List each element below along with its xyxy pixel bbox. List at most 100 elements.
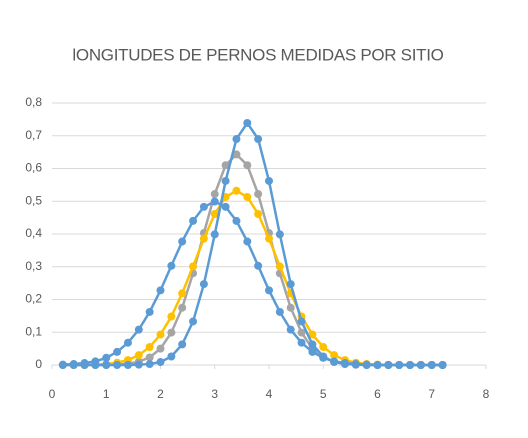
data-point: [80, 361, 89, 369]
data-point: [156, 358, 165, 367]
y-tick-label: 0,8: [25, 95, 42, 109]
data-point: [134, 351, 143, 360]
data-point: [438, 361, 447, 369]
data-point: [254, 190, 263, 199]
data-point: [243, 161, 252, 170]
data-point: [308, 330, 317, 339]
data-point: [243, 237, 252, 246]
data-point: [221, 161, 230, 170]
data-point: [265, 234, 273, 243]
data-point: [210, 210, 219, 219]
data-point: [123, 361, 132, 369]
data-point: [232, 135, 241, 144]
data-point: [210, 197, 219, 206]
data-point: [178, 340, 187, 349]
data-point: [275, 230, 284, 239]
y-tick-label: 0,7: [25, 128, 42, 142]
x-tick-label: 0: [49, 387, 56, 401]
data-point: [243, 118, 252, 127]
data-point: [232, 150, 241, 159]
y-tick-label: 0,6: [25, 161, 42, 175]
data-point: [145, 307, 154, 316]
data-point: [406, 361, 415, 369]
x-tick-label: 3: [211, 387, 218, 401]
x-tick-label: 8: [483, 387, 490, 401]
y-tick-label: 0,3: [25, 259, 42, 273]
x-tick-label: 7: [428, 387, 435, 401]
data-point: [210, 190, 219, 199]
data-point: [319, 342, 328, 351]
data-point: [189, 216, 198, 225]
data-point: [178, 303, 187, 312]
x-tick-label: 5: [320, 387, 327, 401]
x-tick-label: 1: [103, 387, 110, 401]
data-point: [134, 360, 143, 369]
data-point: [395, 361, 404, 369]
series-line: [62, 200, 443, 367]
data-point: [351, 360, 360, 369]
data-point: [210, 230, 219, 239]
data-point: [91, 361, 100, 369]
data-point: [254, 210, 263, 219]
data-point: [330, 351, 339, 360]
data-point: [113, 347, 122, 356]
data-point: [232, 216, 241, 225]
data-point: [243, 192, 252, 201]
y-tick-label: 0,2: [25, 292, 42, 306]
x-tick-label: 2: [157, 387, 164, 401]
data-point: [340, 360, 349, 369]
data-point: [156, 344, 165, 353]
data-point: [145, 342, 154, 351]
data-point: [199, 280, 208, 289]
data-point: [167, 328, 176, 337]
y-tick-label: 0: [35, 357, 42, 371]
chart-title: lONGITUDES DE PERNOS MEDIDAS POR SITIO: [72, 45, 443, 64]
data-point: [297, 328, 306, 337]
data-point: [156, 330, 165, 339]
data-point: [275, 262, 284, 271]
y-tick-label: 0,1: [25, 324, 42, 338]
data-point: [221, 202, 230, 211]
data-point: [297, 338, 306, 347]
series-line: [62, 189, 443, 367]
series-line: [62, 152, 443, 367]
data-point: [373, 361, 382, 369]
data-point: [362, 361, 371, 369]
data-point: [275, 307, 284, 316]
data-point: [145, 353, 154, 362]
data-point: [319, 352, 328, 361]
data-point: [189, 317, 198, 326]
series-line: [62, 120, 443, 367]
data-point: [308, 340, 317, 349]
data-point: [254, 261, 263, 270]
data-point: [416, 361, 425, 369]
data-point: [297, 317, 306, 326]
y-tick-label: 0,4: [25, 226, 42, 240]
data-point: [254, 135, 263, 144]
data-point: [134, 325, 143, 334]
data-point: [102, 353, 111, 362]
x-tick-label: 6: [374, 387, 381, 401]
data-point: [427, 361, 436, 369]
data-point: [232, 186, 241, 195]
data-point: [123, 338, 132, 347]
data-point: [330, 358, 339, 367]
data-point: [265, 176, 273, 185]
data-point: [167, 352, 176, 361]
data-point: [286, 280, 295, 289]
data-point: [199, 234, 208, 243]
data-point: [69, 361, 78, 369]
x-tick-label: 4: [266, 387, 273, 401]
data-point: [145, 360, 154, 369]
data-point: [156, 286, 165, 295]
data-point: [265, 286, 273, 295]
data-point: [178, 289, 187, 298]
data-point: [384, 361, 393, 369]
data-point: [167, 261, 176, 270]
data-point: [308, 347, 317, 356]
data-point: [102, 361, 111, 369]
y-tick-label: 0,5: [25, 193, 42, 207]
data-point: [113, 361, 122, 369]
data-point: [286, 325, 295, 334]
